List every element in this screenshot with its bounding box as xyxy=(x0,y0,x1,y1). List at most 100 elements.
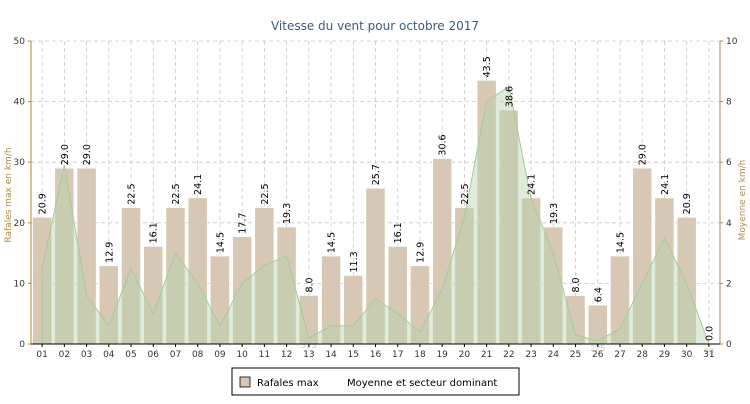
legend-swatch-gusts xyxy=(239,376,251,388)
bar-value-label: 19.3 xyxy=(549,203,560,224)
bar-value-label: 20.9 xyxy=(682,193,693,214)
bar-value-label: 20.9 xyxy=(38,193,49,214)
bar-value-label: 43.5 xyxy=(482,56,493,77)
bar-value-label: 29.0 xyxy=(638,144,649,165)
x-tick-label: 14 xyxy=(325,350,337,360)
x-tick-label: 13 xyxy=(303,350,314,360)
x-tick-label: 18 xyxy=(414,350,426,360)
x-tick-label: 01 xyxy=(36,350,47,360)
x-tick-label: 26 xyxy=(592,350,604,360)
x-tick-label: 30 xyxy=(681,350,693,360)
bar-value-label: 22.5 xyxy=(127,183,138,204)
legend: Rafales max Moyenne et secteur dominant xyxy=(231,367,520,396)
y-left-tick-label: 30 xyxy=(14,158,26,168)
y-left-tick-label: 10 xyxy=(14,279,26,289)
sector-label: 90 xyxy=(704,347,714,356)
y-right-tick-label: 8 xyxy=(726,98,732,108)
average-area-path xyxy=(41,85,710,345)
bar-value-label: 29.0 xyxy=(60,144,71,165)
sector-label: 324 xyxy=(79,299,94,308)
bar-value-label: 19.3 xyxy=(282,203,293,224)
legend-label-gusts: Rafales max xyxy=(257,378,319,389)
bar-value-label: 22.5 xyxy=(260,183,271,204)
x-tick-label: 09 xyxy=(214,350,226,360)
x-tick-label: 20 xyxy=(459,350,471,360)
y-right-tick-label: 4 xyxy=(726,219,732,229)
x-tick-label: 21 xyxy=(481,350,492,360)
y-left-tick-label: 0 xyxy=(19,340,25,350)
sector-label: 286 xyxy=(57,168,72,177)
x-tick-label: 24 xyxy=(548,350,560,360)
x-tick-label: 16 xyxy=(370,350,382,360)
sector-label: 103 xyxy=(612,332,627,341)
sector-label: 291 xyxy=(657,241,672,250)
sector-label: 288 xyxy=(123,271,138,280)
bar-value-label: 8.0 xyxy=(571,277,582,292)
bar-value-label: 25.7 xyxy=(371,164,382,185)
sector-label: 294 xyxy=(635,286,650,295)
y-left-tick-label: 40 xyxy=(14,98,26,108)
sector-label: 79 xyxy=(682,286,692,295)
bar-value-label: 14.5 xyxy=(215,232,226,253)
sector-label: 290 xyxy=(479,105,494,114)
bar-value-label: 24.1 xyxy=(527,174,538,195)
sector-label: 288 xyxy=(235,286,250,295)
legend-label-average: Moyenne et secteur dominant xyxy=(347,378,497,389)
x-tick-label: 25 xyxy=(570,350,581,360)
bar-value-label: 14.5 xyxy=(615,232,626,253)
x-tick-label: 15 xyxy=(348,350,359,360)
y-axis-left-label: Rafales max en km/h xyxy=(4,147,14,242)
x-tick-label: 29 xyxy=(659,350,671,360)
x-tick-label: 08 xyxy=(192,350,204,360)
average-area xyxy=(41,85,710,345)
y-right-tick-label: 0 xyxy=(726,340,732,350)
bar-value-label: 22.5 xyxy=(171,183,182,204)
sector-label: 287 xyxy=(279,259,294,268)
x-tick-label: 10 xyxy=(236,350,248,360)
chart-title: Vitesse du vent pour octobre 2017 xyxy=(271,19,479,33)
x-tick-label: 07 xyxy=(170,350,181,360)
bar-value-label: 22.5 xyxy=(460,183,471,204)
sector-label: 225 xyxy=(590,344,605,353)
x-tick-label: 11 xyxy=(259,350,270,360)
y-left-tick-label: 50 xyxy=(14,37,26,47)
bar-value-label: 11.3 xyxy=(349,251,360,272)
sector-label: 20 xyxy=(348,329,358,338)
x-tick-label: 02 xyxy=(59,350,70,360)
sector-label: 288 xyxy=(523,202,538,211)
sector-label: 294 xyxy=(190,286,205,295)
x-tick-label: 31 xyxy=(703,350,714,360)
bar-value-label: 24.1 xyxy=(193,174,204,195)
sector-label: 357 xyxy=(568,338,583,347)
x-tick-label: 23 xyxy=(525,350,536,360)
bar-value-label: 12.9 xyxy=(415,242,426,263)
bar-value-label: 38.6 xyxy=(504,86,515,107)
bar-value-label: 17.7 xyxy=(238,213,249,234)
legend-box xyxy=(231,367,520,396)
sector-label: 185 xyxy=(34,271,49,280)
bar-value-label: 0.0 xyxy=(704,326,715,341)
y-right-tick-label: 6 xyxy=(726,158,732,168)
bar-value-label: 24.1 xyxy=(660,174,671,195)
bar-value-label: 12.9 xyxy=(104,242,115,263)
x-tick-label: 19 xyxy=(436,350,448,360)
sector-label: 286 xyxy=(168,256,183,265)
sector-label: 265 xyxy=(435,292,450,301)
sector-label: 329 xyxy=(146,317,161,326)
bar-value-label: 30.6 xyxy=(438,134,449,155)
y-axis-right-label: Moyenne en km/h xyxy=(738,160,748,241)
x-tick-label: 28 xyxy=(636,350,648,360)
x-tick-label: 27 xyxy=(614,350,625,360)
sector-label: 318 xyxy=(368,302,383,311)
bar-value-label: 6.4 xyxy=(593,287,604,302)
sector-label: 265 xyxy=(546,256,561,265)
x-tick-label: 17 xyxy=(392,350,403,360)
sector-label: 96 xyxy=(393,317,403,326)
bar-value-label: 14.5 xyxy=(327,232,338,253)
x-tick-label: 06 xyxy=(148,350,160,360)
x-tick-label: 12 xyxy=(281,350,292,360)
x-tick-label: 22 xyxy=(503,350,514,360)
